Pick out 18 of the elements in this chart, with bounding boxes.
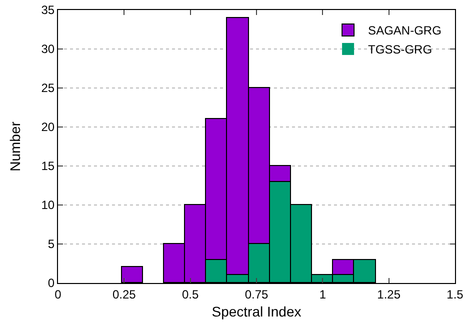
x-tick-label: 0.5 bbox=[182, 287, 199, 302]
y-tick-label: 30 bbox=[41, 42, 55, 56]
x-tick-label: 1.5 bbox=[446, 287, 464, 302]
y-tick-label: 5 bbox=[48, 237, 55, 252]
y-axis-title: Number bbox=[7, 121, 23, 172]
legend-label: TGSS-GRG bbox=[368, 42, 432, 57]
x-tick-label: 1.25 bbox=[377, 287, 401, 302]
y-tick-label: 35 bbox=[41, 3, 55, 18]
y-tick-label: 15 bbox=[41, 159, 55, 174]
y-tick-label: 25 bbox=[41, 81, 55, 96]
x-tick-label: 1 bbox=[319, 287, 326, 302]
legend-label: SAGAN-GRG bbox=[368, 24, 442, 38]
y-tick-label: 0 bbox=[48, 276, 55, 290]
y-tick-label: 10 bbox=[41, 198, 55, 212]
x-axis-title: Spectral Index bbox=[212, 304, 302, 320]
x-tick-label: 0.25 bbox=[112, 287, 136, 302]
x-tick-label: 0.75 bbox=[244, 287, 268, 302]
y-tick-label: 20 bbox=[41, 120, 55, 134]
